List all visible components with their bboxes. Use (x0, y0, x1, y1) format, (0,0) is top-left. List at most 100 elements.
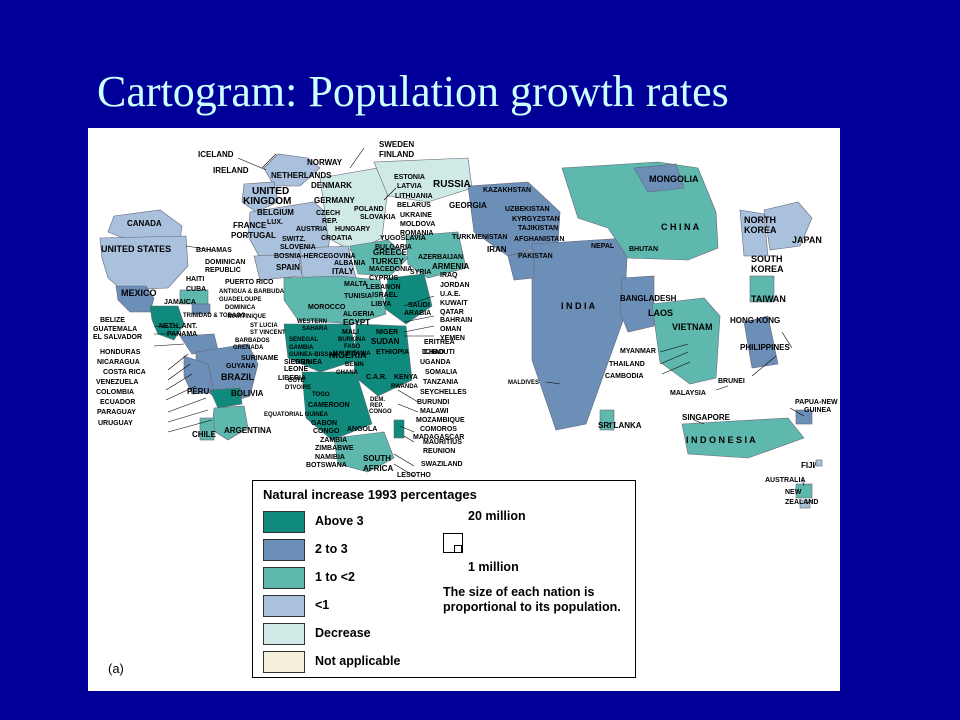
label-japan: JAPAN (792, 235, 822, 245)
label-nigeria: NIGERIA (329, 350, 367, 360)
block-north-africa (283, 275, 387, 325)
label-oman: OMAN (440, 326, 461, 333)
label-belgium: BELGIUM (257, 208, 294, 217)
label-norway: NORWAY (307, 158, 343, 167)
label-malta: MALTA (344, 281, 367, 288)
label-albania: ALBANIA (334, 260, 366, 267)
block-sri-lanka (599, 409, 615, 431)
label-uae: U.A.E. (440, 291, 461, 298)
legend-note: The size of each nation is proportional … (443, 585, 621, 614)
label-arabia: ARABIA (404, 310, 431, 317)
block-bangladesh (619, 275, 655, 333)
label-venezuela: VENEZUELA (96, 379, 138, 386)
label-sri-lanka: SRI LANKA (598, 421, 642, 430)
legend-item: <1 (263, 595, 423, 617)
label-togo: TOGO (312, 392, 330, 398)
label-kazakhstan: KAZAKHSTAN (483, 187, 531, 194)
label-nepal: NEPAL (591, 243, 615, 250)
label-gambia: GAMBIA (289, 345, 314, 351)
label-bosnia: BOSNIA-HERCEGOVINA (274, 253, 356, 260)
label-estonia: ESTONIA (394, 174, 425, 181)
label-ghana: GHANA (336, 370, 359, 376)
label-tanzania: TANZANIA (423, 379, 458, 386)
label-latvia: LATVIA (397, 183, 422, 190)
label-guinea-bissau: GUINEA-BISSAU (289, 352, 337, 358)
label-belarus: BELARUS (397, 202, 431, 209)
label-ukraine: UKRAINE (400, 212, 432, 219)
label-hong-kong: HONG KONG (730, 316, 780, 325)
label-sahara: SAHARA (302, 326, 328, 332)
label-canada: CANADA (127, 219, 162, 228)
label-malaysia: MALAYSIA (670, 390, 706, 397)
block-southern-africa (333, 431, 395, 473)
label-botswana: BOTSWANA (306, 462, 347, 469)
label-north: NORTH (744, 215, 776, 225)
label-mauritania: MAURITANIA (333, 351, 371, 357)
label-chad: CHAD (424, 349, 444, 356)
label-papua: PAPUA-NEW (795, 399, 838, 406)
label-bahamas: BAHAMAS (196, 247, 232, 254)
label-jamaica: JAMAICA (164, 299, 196, 306)
label-china: C H I N A (661, 222, 700, 232)
legend-item: Decrease (263, 623, 423, 645)
label-malawi: MALAWI (420, 408, 448, 415)
legend-item: 1 to <2 (263, 567, 423, 589)
label-romania: ROMANIA (400, 230, 433, 237)
legend-item: 2 to 3 (263, 539, 423, 561)
label-chile: CHILE (192, 430, 217, 439)
label-mauritius: MAURITIUS (423, 439, 462, 446)
legend-label: Above 3 (315, 514, 364, 528)
label-niger: NIGER (376, 329, 398, 336)
label-uruguay: URUGUAY (98, 420, 133, 427)
label-zambia: ZAMBIA (320, 437, 347, 444)
block-east-africa (353, 323, 413, 397)
legend-item: Not applicable (263, 651, 423, 673)
label-republic: REPUBLIC (205, 267, 241, 274)
block-russia (373, 157, 473, 203)
label-lebanon: LEBANON (366, 284, 401, 291)
label-rep: REP. (322, 218, 337, 225)
label-yemen: YEMEN (440, 335, 465, 342)
label-congo-rep: CONGO (369, 409, 392, 415)
label-france: FRANCE (233, 221, 267, 230)
label-benin: BENIN (345, 362, 364, 368)
scale-label-small: 1 million (468, 560, 519, 574)
label-maldives: MALDIVES (508, 380, 539, 386)
label-mexico: MEXICO (121, 288, 157, 298)
legend-label: Not applicable (315, 654, 401, 668)
scale-indicator: 20 million 1 million (443, 509, 623, 611)
panel-letter: (a) (108, 661, 124, 676)
label-poland: POLAND (354, 206, 384, 213)
label-paraguay: PARAGUAY (97, 409, 136, 416)
label-kyrgyzstan: KYRGYZSTAN (512, 216, 560, 223)
label-tunisia: TUNISIA (344, 293, 372, 300)
label-cote: CÔTE (288, 376, 305, 384)
label-iraq: IRAQ (440, 272, 458, 279)
label-guyana: GUYANA (226, 363, 256, 370)
label-kuwait: KUWAIT (440, 300, 468, 307)
block-indonesia (681, 417, 805, 459)
label-moldova: MOLDOVA (400, 221, 435, 228)
label-syria: SYRIA (410, 269, 431, 276)
block-pakistan (507, 249, 535, 281)
label-haiti: HAITI (186, 276, 204, 283)
label-grenada: GRENADA (233, 345, 264, 351)
label-burundi: BURUNDI (417, 399, 449, 406)
block-west-africa (283, 323, 359, 373)
label-cameroon: CAMEROON (308, 402, 350, 409)
label-algeria: ALGERIA (343, 311, 375, 318)
label-dominica: DOMINICA (225, 305, 256, 311)
label-cambodia: CAMBODIA (605, 373, 644, 380)
label-brunei: BRUNEI (718, 378, 745, 385)
block-mexico (115, 285, 155, 313)
label-brazil: BRAZIL (221, 372, 254, 382)
label-united: UNITED (252, 186, 289, 197)
label-neth-ant: NETH. ANT. (159, 323, 197, 330)
label-denmark: DENMARK (311, 181, 352, 190)
block-korea (739, 209, 769, 257)
label-tajikistan: TAJIKISTAN (518, 225, 558, 232)
label-mali: MALI (342, 329, 359, 336)
legend-title: Natural increase 1993 percentages (263, 487, 477, 502)
label-indonesia: I N D O N E S I A (686, 435, 756, 445)
label-puerto-rico: PUERTO RICO (225, 279, 274, 286)
